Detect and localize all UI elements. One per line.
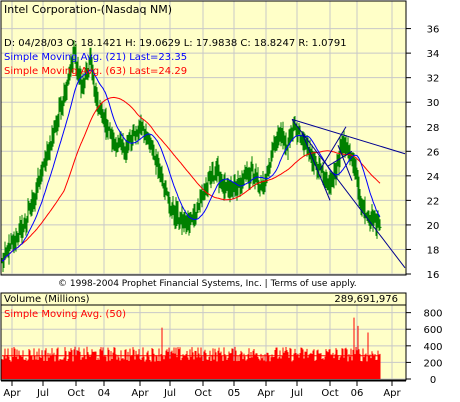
time-tick-label: Jul [290,388,303,399]
volume-pane: 0 200 400 600 800 Volume (Millions) 289,691,… [0,292,443,386]
volume-tick-label: 600 [423,325,442,336]
volume-tick-label: 800 [423,309,442,320]
volume-tick-label: 400 [423,342,442,353]
time-tick-label: 06 [351,388,364,399]
time-tick-label: 05 [228,388,241,399]
trendlines [291,118,406,269]
copyright-notice: © 1998-2004 Prophet Financial Systems, I… [58,279,357,289]
price-tick-label: 34 [427,49,440,60]
time-tick-label: Oct [321,388,338,399]
price-tick-label: 26 [427,147,440,158]
volume-title: Volume (Millions) [4,294,90,305]
price-pane: 16 18 20 22 24 26 28 30 32 34 36 Intel Corporation… [0,0,439,289]
price-tick-label: 16 [427,270,440,281]
time-tick-label: 04 [98,388,111,399]
trendline [327,150,353,167]
trendline [301,132,331,201]
trendline [291,118,406,155]
price-tick-label: 22 [427,196,440,207]
ohlc-bar [379,219,382,231]
time-tick-label: Oct [67,388,84,399]
price-axis: 16 18 20 22 24 26 28 30 32 34 36 [406,25,439,281]
time-tick-label: Apr [131,388,149,399]
price-pane-border [0,0,407,276]
price-tick-label: 30 [427,98,440,109]
price-tick-label: 36 [427,25,440,36]
legend-volume-ma-50: Simple Moving Avg. (50) [4,309,126,320]
time-tick-label: Apr [257,388,275,399]
trendline [291,119,406,269]
legend-ma-21: Simple Moving Avg. (21) Last=23.35 [4,52,187,63]
price-tick-label: 28 [427,123,440,134]
volume-last-value: 289,691,976 [334,294,398,305]
volume-bars [1,317,381,379]
ma-21-line [1,69,381,262]
volume-tick-label: 0 [430,375,436,386]
price-bars [1,40,382,273]
time-tick-label: Jul [36,388,49,399]
price-tick-label: 20 [427,221,440,232]
time-axis: Apr Jul Oct 04 Apr Jul Oct 05 Apr Jul Oct 06 Apr [1,380,406,399]
trendline [337,144,353,181]
price-tick-label: 24 [427,172,440,183]
time-tick-label: Jul [163,388,176,399]
time-tick-label: Apr [383,388,401,399]
volume-pane-border [0,292,407,381]
chart-title: Intel Corporation-(Nasdaq NM) [4,3,172,16]
volume-tick-label: 200 [423,358,442,369]
time-tick-label: Apr [3,388,21,399]
legend-ma-63: Simple Moving Avg. (63) Last=24.29 [4,66,187,77]
time-tick-label: Oct [194,388,211,399]
info-line: D: 04/28/03 O: 18.1421 H: 19.0629 L: 17.… [4,38,347,49]
price-tick-label: 32 [427,74,440,85]
volume-axis: 0 200 400 600 800 [406,309,443,386]
trendline [319,126,347,170]
price-tick-label: 18 [427,245,440,256]
